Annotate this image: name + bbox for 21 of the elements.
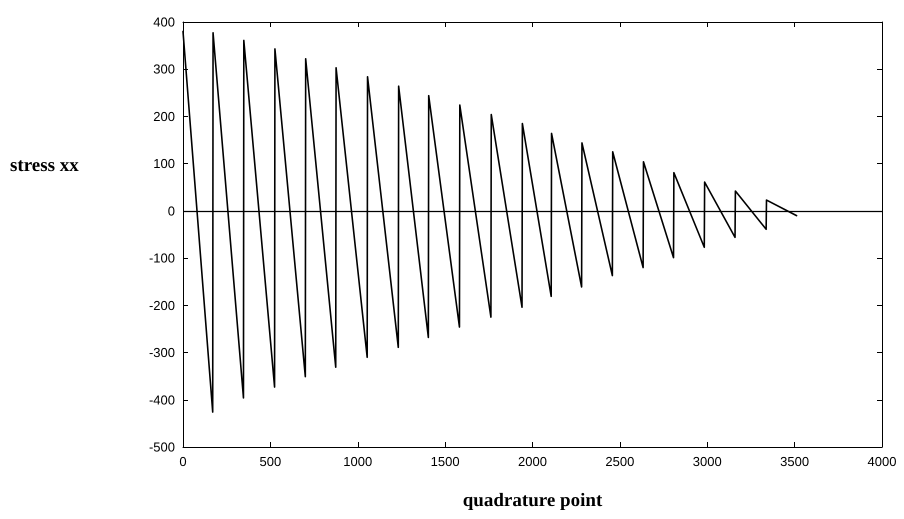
x-tick-label: 3000: [692, 454, 722, 469]
y-tick-label: -500: [148, 440, 175, 454]
x-tick-label: 1500: [430, 454, 460, 469]
y-tick-label: 100: [153, 156, 175, 172]
y-tick-label: 200: [153, 108, 175, 124]
x-axis-title: quadrature point: [462, 490, 603, 511]
x-tick-label: 2000: [518, 454, 547, 469]
x-tick-label: 3500: [780, 454, 810, 469]
y-tick-label: -200: [148, 298, 175, 313]
y-tick-label: 0: [168, 203, 175, 218]
x-tick-label: 1000: [343, 454, 372, 469]
y-tick-label: -100: [148, 250, 175, 266]
y-axis-title: stress xx: [10, 155, 80, 176]
y-tick-label: -400: [148, 392, 175, 408]
y-tick-label: 300: [153, 62, 175, 77]
x-tick-label: 4000: [868, 454, 896, 469]
x-tick-label: 0: [179, 454, 187, 469]
y-tick-label: -300: [148, 345, 175, 360]
x-tick-label: 500: [260, 454, 282, 469]
x-tick-label: 2500: [605, 454, 634, 469]
y-tick-label: 400: [153, 14, 175, 30]
